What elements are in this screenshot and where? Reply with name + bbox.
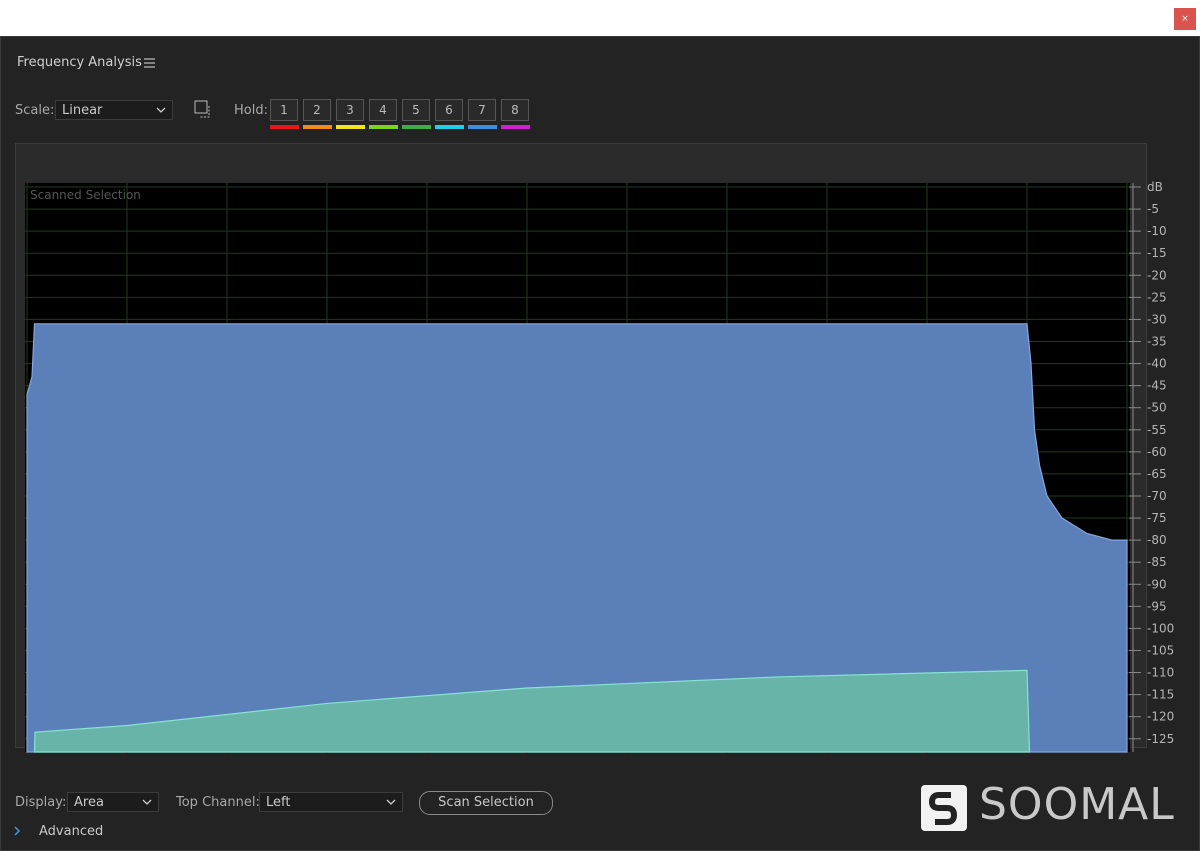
y-tick-label: -125 (1147, 732, 1174, 746)
hold-button[interactable]: 6 (435, 99, 463, 121)
chevron (142, 799, 152, 805)
y-tick-label: -85 (1147, 555, 1167, 569)
channel-label: Top Channel: (176, 795, 260, 810)
hold-button[interactable]: 2 (303, 99, 331, 121)
y-tick-label: -80 (1147, 533, 1167, 547)
y-tick-label: -105 (1147, 643, 1174, 657)
scale-label: Scale: (15, 103, 55, 118)
expand-icon[interactable] (13, 826, 23, 836)
hold-color (336, 125, 365, 129)
y-tick-label: -5 (1147, 202, 1159, 216)
y-tick-label: -35 (1147, 334, 1167, 348)
panel: Frequency Analysis Scale: Linear Hold: 1… (0, 36, 1200, 851)
hold-button[interactable]: 3 (336, 99, 364, 121)
y-tick-label: -15 (1147, 246, 1167, 260)
panel-title: Frequency Analysis (17, 55, 142, 70)
hold-button[interactable]: 1 (270, 99, 298, 121)
hold-button[interactable]: 4 (369, 99, 397, 121)
chart: Scanned SelectionHz2k4k6k8k10k12k14k16k1… (15, 143, 1174, 753)
close-button[interactable]: × (1174, 8, 1196, 30)
y-tick-label: -25 (1147, 290, 1167, 304)
hold-label: Hold: (234, 103, 268, 118)
display-label: Display: (15, 795, 67, 810)
hold-button[interactable]: 7 (468, 99, 496, 121)
y-tick-label: dB (1147, 180, 1163, 194)
y-tick-label: -55 (1147, 423, 1167, 437)
y-tick-label: -90 (1147, 577, 1167, 591)
y-tick-label: -45 (1147, 379, 1167, 393)
logo-icon (921, 785, 967, 831)
hold-button[interactable]: 5 (402, 99, 430, 121)
y-tick-label: -30 (1147, 312, 1167, 326)
advanced-toggle[interactable]: Advanced (39, 824, 104, 839)
y-tick-label: -75 (1147, 511, 1167, 525)
channel-area (33, 669, 1031, 753)
y-tick-label: -60 (1147, 445, 1167, 459)
scale-value: Linear (62, 103, 103, 118)
channel-dropdown[interactable]: Left (259, 792, 403, 812)
hold-color (501, 125, 530, 129)
scale-dropdown[interactable]: Linear (55, 100, 173, 120)
y-tick-label: -100 (1147, 621, 1174, 635)
channel-area (26, 323, 1128, 753)
y-tick-label: -115 (1147, 688, 1174, 702)
hold-color (435, 125, 464, 129)
y-tick-label: -20 (1147, 268, 1167, 282)
hold-color (369, 125, 398, 129)
menu-icon[interactable] (144, 58, 156, 68)
logo-text: SOOMAL (979, 779, 1175, 830)
hold-color (270, 125, 299, 129)
y-tick-label: -40 (1147, 357, 1167, 371)
chevron (386, 799, 396, 805)
y-tick-label: -10 (1147, 224, 1167, 238)
display-dropdown[interactable]: Area (67, 792, 159, 812)
y-tick-label: -50 (1147, 401, 1167, 415)
y-tick-label: -110 (1147, 666, 1174, 680)
copy-icon[interactable] (194, 100, 214, 120)
channel-value: Left (266, 795, 291, 810)
hold-button[interactable]: 8 (501, 99, 529, 121)
hold-color (303, 125, 332, 129)
scan-button[interactable]: Scan Selection (419, 791, 553, 815)
chevron (156, 107, 166, 113)
annotation: Scanned Selection (30, 188, 141, 202)
y-tick-label: -65 (1147, 467, 1167, 481)
y-tick-label: -120 (1147, 710, 1174, 724)
hold-color (468, 125, 497, 129)
display-value: Area (74, 795, 104, 810)
y-tick-label: -95 (1147, 599, 1167, 613)
y-tick-label: -70 (1147, 489, 1167, 503)
logo-mark (928, 792, 958, 825)
hold-color (402, 125, 431, 129)
